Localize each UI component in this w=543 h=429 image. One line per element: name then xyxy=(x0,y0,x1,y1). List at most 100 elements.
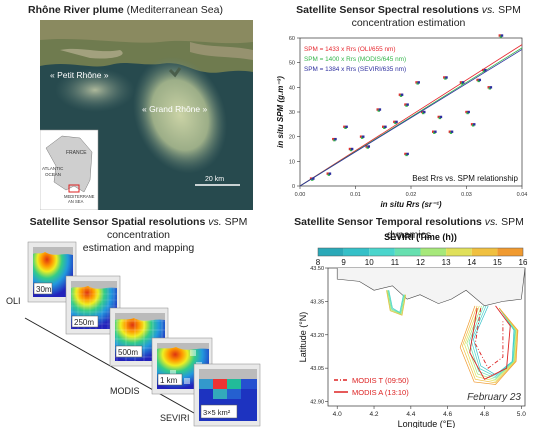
resolution-axis-line xyxy=(24,317,211,423)
y-axis-label: in situ SPM (g.m⁻³) xyxy=(276,76,285,148)
data-point xyxy=(384,125,387,128)
data-point xyxy=(450,130,454,133)
data-point xyxy=(417,81,420,84)
plume-contour xyxy=(464,305,517,382)
plume-contour xyxy=(388,290,404,314)
x-tick-label: 4.2 xyxy=(370,411,379,418)
x-axis-label: Longitude (°E) xyxy=(398,419,456,428)
x-tick-label: 0.02 xyxy=(406,192,417,198)
data-point xyxy=(473,123,476,126)
inset-ocean-label: OCEAN xyxy=(45,172,61,177)
y-tick-label: 20 xyxy=(289,135,295,141)
data-point xyxy=(467,110,470,114)
data-point xyxy=(350,147,354,151)
chart-caption: Best Rrs vs. SPM relationship xyxy=(412,174,518,183)
data-point xyxy=(367,145,371,148)
plume-contour xyxy=(468,305,516,379)
colorbar-segment xyxy=(446,248,472,256)
colorbar-title: SEVIRI (Time (h)) xyxy=(384,232,457,242)
data-point xyxy=(334,137,337,141)
fit-line xyxy=(299,44,523,187)
data-point xyxy=(434,130,437,133)
colorbar-tick-label: 10 xyxy=(365,258,374,267)
x-tick-label: 0.00 xyxy=(295,192,306,198)
temporal-panel-title: Satellite Sensor Temporal resolutions vs… xyxy=(294,216,524,241)
y-tick-label: 0 xyxy=(292,184,295,190)
legend-label-a: MODIS A (13:10) xyxy=(352,388,409,397)
spm-rrs-scatter-chart: 0.00 0.01 0.02 0.03 0.04 0 10 20 30 40 50 60 SPM = 1… xyxy=(276,34,528,209)
coastline xyxy=(336,267,526,307)
y-tick-label: 43.05 xyxy=(310,366,324,372)
res-label-30m: 30m xyxy=(36,285,52,294)
colorbar-segment xyxy=(497,248,523,256)
colorbar-tick-label: 15 xyxy=(493,258,502,267)
plume-satellite-image: FRANCE ATLANTIC OCEAN MEDITERRANE AN SEA… xyxy=(40,20,253,210)
data-point xyxy=(362,135,365,138)
plume-contour xyxy=(470,305,515,377)
y-tick-label: 30 xyxy=(289,110,295,116)
plume-contour xyxy=(459,305,519,385)
colorbar-segment xyxy=(420,248,447,256)
x-tick-label: 4.6 xyxy=(443,411,452,418)
res-label-250m: 250m xyxy=(74,318,94,327)
temporal-contour-map: SEVIRI (Time (h)) 8 9 10 11 12 13 14 15 16 4.0 4.2 4… xyxy=(298,232,528,428)
data-point xyxy=(328,172,332,175)
map-seviri: 3×5 km² xyxy=(193,363,261,427)
legend-entry: SPM = 1433 x Rrs (OLI/655 nm) xyxy=(304,46,395,53)
data-point xyxy=(345,125,348,128)
colorbar-segment xyxy=(471,248,498,256)
y-tick-label: 43.20 xyxy=(310,333,324,339)
data-point xyxy=(439,115,443,119)
y-tick-label: 60 xyxy=(289,36,295,42)
x-tick-label: 4.0 xyxy=(333,411,342,418)
plume-contour xyxy=(386,290,406,315)
spatial-resolution-maps: 30m 250m 500m 1 km xyxy=(6,241,261,427)
x-tick-label: 0.04 xyxy=(517,192,528,198)
y-tick-label: 42.90 xyxy=(310,400,324,406)
x-axis-label: in situ Rrs (sr⁻¹) xyxy=(380,200,441,209)
colorbar-tick-label: 9 xyxy=(341,258,346,267)
data-point xyxy=(484,68,487,72)
colorbar-tick-label: 11 xyxy=(391,258,400,267)
y-tick-label: 40 xyxy=(289,85,295,91)
legend-entry: SPM = 1384 x Rrs (SEVIRI/635 nm) xyxy=(304,66,406,73)
y-tick-label: 43.35 xyxy=(310,299,324,305)
data-point xyxy=(445,76,448,79)
legend-label-t: MODIS T (09:50) xyxy=(352,376,409,385)
colorbar-frame xyxy=(317,247,524,257)
y-tick-label: 50 xyxy=(289,61,295,67)
colorbar-tick-label: 8 xyxy=(316,258,321,267)
x-tick-label: 0.03 xyxy=(461,192,472,198)
x-tick-label: 0.01 xyxy=(350,192,361,198)
colorbar-tick-label: 12 xyxy=(416,258,425,267)
data-point xyxy=(406,152,409,156)
data-point xyxy=(461,81,465,84)
plume-panel-title: Rhône River plume (Mediterranean Sea) xyxy=(28,4,223,16)
date-label: February 23 xyxy=(467,392,521,403)
colorbar-segment xyxy=(394,248,421,256)
data-point xyxy=(378,108,382,111)
data-point xyxy=(500,34,504,37)
data-point xyxy=(400,93,404,96)
colorbar-tick-label: 14 xyxy=(467,258,476,267)
plume-contour xyxy=(387,290,405,315)
grand-rhone-label: « Grand Rhône » xyxy=(142,104,207,114)
sensor-label-modis: MODIS xyxy=(110,386,140,396)
colorbar-tick-label: 13 xyxy=(442,258,451,267)
data-point xyxy=(406,103,409,106)
data-point xyxy=(312,177,315,180)
colorbar-tick-label: 16 xyxy=(519,258,528,267)
plume-contour xyxy=(466,305,517,381)
data-point xyxy=(478,78,482,82)
spectral-panel-title: Satellite Sensor Spectral resolutions vs… xyxy=(296,4,521,29)
inset-sea-label: AN SEA xyxy=(68,199,84,204)
inset-med-label: MEDITERRANE xyxy=(64,194,95,199)
scale-label: 20 km xyxy=(205,176,224,183)
x-tick-label: 5.0 xyxy=(517,411,526,418)
sensor-label-oli: OLI xyxy=(6,296,21,306)
petit-rhone-label: « Petit Rhône » xyxy=(50,70,109,80)
plume-contour xyxy=(473,305,515,376)
colorbar-segment xyxy=(343,248,370,256)
inset-france-label: FRANCE xyxy=(66,150,87,156)
y-tick-label: 43.50 xyxy=(310,266,324,272)
